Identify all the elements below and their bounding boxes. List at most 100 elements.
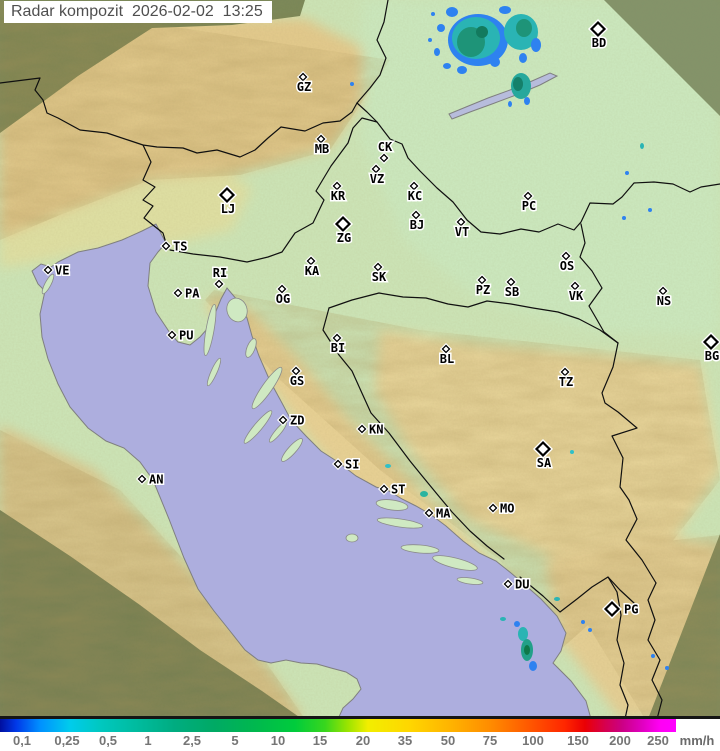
city-marker-OG-diamond-icon <box>277 284 287 294</box>
scale-label-15: 15 <box>312 733 328 748</box>
border-hungary-croatia-serbia <box>356 102 720 235</box>
precipitation-echo <box>443 63 451 69</box>
city-marker-VK-diamond-icon <box>570 281 580 291</box>
precipitation-echo <box>648 208 652 212</box>
city-marker-NS-diamond-icon <box>658 286 668 296</box>
map-title: Radar kompozit 2026-02-02 13:25 <box>4 1 272 23</box>
border-italy-slovenia <box>142 144 167 244</box>
city-label-ZD: ZD <box>290 414 304 428</box>
scale-label-5: 5 <box>231 733 239 748</box>
precipitation-echo <box>508 101 512 107</box>
precipitation-echo <box>640 143 644 149</box>
radar-site-marker-BD-diamond-icon <box>589 20 607 38</box>
border-slovenia-croatia <box>169 117 378 263</box>
scale-label-20: 20 <box>355 733 371 748</box>
border-croatia-bosnia <box>322 307 505 560</box>
city-label-OG: OG <box>276 292 290 306</box>
intensity-colorbar <box>0 719 676 732</box>
island <box>226 297 248 323</box>
precipitation-echo <box>554 597 560 601</box>
city-marker-MB-diamond-icon <box>316 134 326 144</box>
radar-site-marker-PG-diamond-icon <box>603 600 621 618</box>
city-marker-PC-diamond-icon <box>523 191 533 201</box>
city-label-PZ: PZ <box>476 283 490 297</box>
island <box>41 273 55 295</box>
adriatic-sea <box>31 223 592 719</box>
city-label-ST: ST <box>391 483 405 497</box>
city-marker-KN-diamond-icon <box>357 424 367 434</box>
precipitation-echo <box>457 66 467 74</box>
city-marker-MA-diamond-icon <box>424 508 434 518</box>
city-label-VT: VT <box>455 225 469 239</box>
city-marker-BL-diamond-icon <box>441 344 451 354</box>
scale-label-50: 50 <box>440 733 456 748</box>
city-label-SI: SI <box>345 458 359 472</box>
city-label-VK: VK <box>569 289 584 303</box>
precipitation-echo <box>518 627 528 641</box>
precipitation-echo <box>490 57 500 67</box>
city-marker-RI-diamond-icon <box>214 279 224 289</box>
radar-site-marker-BG-diamond-icon <box>702 333 720 351</box>
intensity-scale-labels: 0,1 0,25 0,5 1 2,5 5 10 15 20 35 50 75 100 150 200 250 m… <box>0 733 720 749</box>
border-montenegro-albania <box>607 576 629 719</box>
city-marker-ZD-diamond-icon <box>278 415 288 425</box>
city-marker-SK-diamond-icon <box>373 262 383 272</box>
precipitation-echo <box>514 621 520 627</box>
city-marker-SI-diamond-icon <box>333 459 343 469</box>
precipitation-echo <box>446 7 458 17</box>
city-label-TZ: TZ <box>559 375 573 389</box>
island <box>400 544 440 554</box>
precipitation-echoes <box>350 6 669 671</box>
city-label-KN: KN <box>369 423 383 437</box>
precipitation-echo <box>420 491 428 497</box>
city-label-SB: SB <box>505 285 519 299</box>
precipitation-echo <box>625 171 629 175</box>
city-label-BL: BL <box>440 352 454 366</box>
city-label-MA: MA <box>436 507 451 521</box>
city-label-BG: BG <box>705 349 719 363</box>
city-label-VE: VE <box>55 264 69 278</box>
precipitation-echo <box>431 12 435 16</box>
city-marker-PU-diamond-icon <box>167 330 177 340</box>
city-marker-KR-diamond-icon <box>332 181 342 191</box>
city-marker-BI-diamond-icon <box>332 333 342 343</box>
scale-label-250: 250 <box>647 733 669 748</box>
scale-unit-label: mm/h <box>679 733 715 748</box>
city-marker-KA-diamond-icon <box>306 256 316 266</box>
city-label-KA: KA <box>305 264 320 278</box>
city-label-CK: CK <box>378 140 393 154</box>
precipitation-echo <box>516 19 532 37</box>
city-marker-PA-diamond-icon <box>173 288 183 298</box>
city-marker-PZ-diamond-icon <box>477 275 487 285</box>
city-marker-AN-diamond-icon <box>137 474 147 484</box>
city-marker-TZ-diamond-icon <box>560 367 570 377</box>
radar-site-marker-LJ-diamond-icon <box>218 186 236 204</box>
scale-label-0,1: 0,1 <box>12 733 32 748</box>
city-label-SA: SA <box>537 456 552 470</box>
border-austria-hungary <box>356 0 389 104</box>
city-marker-GZ-diamond-icon <box>298 72 308 82</box>
city-marker-GS-diamond-icon <box>291 366 301 376</box>
city-label-MB: MB <box>315 142 329 156</box>
precipitation-echo <box>350 82 354 86</box>
island <box>345 533 359 543</box>
city-label-BJ: BJ <box>410 218 424 232</box>
precipitation-echo <box>499 6 511 14</box>
radar-map: GZ BD MB CK VZ KR KC LJ PC BJ VT ZG TS OS KA SK VE PZ SB RI… <box>0 0 720 719</box>
border-bosnia-north-sava <box>328 292 619 344</box>
map-canvas: GZ BD MB CK VZ KR KC LJ PC BJ VT ZG TS OS KA SK VE PZ SB RI… <box>0 0 720 719</box>
precipitation-echo <box>513 77 523 91</box>
city-marker-ST-diamond-icon <box>379 484 389 494</box>
city-label-PA: PA <box>185 287 200 301</box>
border-croatia-serbia-danube <box>579 223 619 344</box>
precipitation-echo <box>581 620 585 624</box>
precipitation-echo <box>665 666 669 670</box>
city-marker-CK-diamond-icon <box>379 153 389 163</box>
city-label-DU: DU <box>515 578 529 592</box>
precipitation-echo <box>476 26 488 38</box>
island <box>376 517 424 529</box>
city-label-GS: GS <box>290 374 304 388</box>
scale-label-100: 100 <box>522 733 544 748</box>
city-label-VZ: VZ <box>370 172 384 186</box>
city-label-BI: BI <box>331 341 345 355</box>
